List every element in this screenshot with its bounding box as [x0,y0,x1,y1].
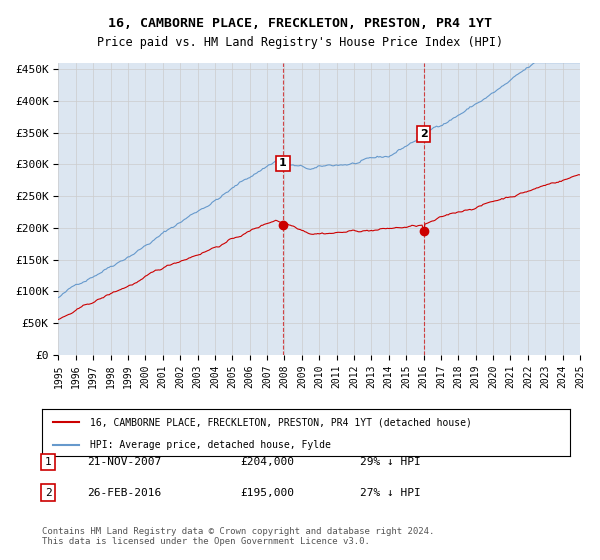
Text: 1: 1 [279,158,287,169]
Text: £195,000: £195,000 [240,488,294,498]
Text: 29% ↓ HPI: 29% ↓ HPI [360,457,421,467]
Text: 16, CAMBORNE PLACE, FRECKLETON, PRESTON, PR4 1YT (detached house): 16, CAMBORNE PLACE, FRECKLETON, PRESTON,… [89,417,472,427]
Text: 21-NOV-2007: 21-NOV-2007 [87,457,161,467]
Text: 2: 2 [419,129,427,139]
Text: 16, CAMBORNE PLACE, FRECKLETON, PRESTON, PR4 1YT: 16, CAMBORNE PLACE, FRECKLETON, PRESTON,… [108,17,492,30]
Text: Price paid vs. HM Land Registry's House Price Index (HPI): Price paid vs. HM Land Registry's House … [97,36,503,49]
Text: £204,000: £204,000 [240,457,294,467]
Text: 2: 2 [44,488,52,498]
Text: 26-FEB-2016: 26-FEB-2016 [87,488,161,498]
Text: Contains HM Land Registry data © Crown copyright and database right 2024.
This d: Contains HM Land Registry data © Crown c… [42,526,434,546]
Text: 1: 1 [44,457,52,467]
Text: 27% ↓ HPI: 27% ↓ HPI [360,488,421,498]
Text: HPI: Average price, detached house, Fylde: HPI: Average price, detached house, Fyld… [89,440,331,450]
